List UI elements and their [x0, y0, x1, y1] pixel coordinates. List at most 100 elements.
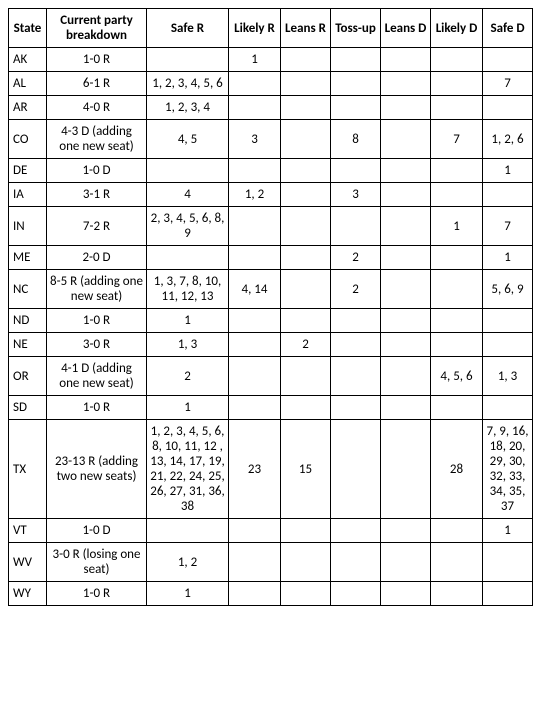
cell-leans_r — [281, 309, 331, 333]
cell-likely_r — [229, 396, 281, 420]
cell-state: CO — [9, 120, 47, 159]
cell-state: DE — [9, 159, 47, 183]
cell-leans_r — [281, 396, 331, 420]
cell-leans_d — [381, 519, 431, 543]
cell-state: ND — [9, 309, 47, 333]
cell-likely_d: 4, 5, 6 — [431, 357, 483, 396]
cell-leans_d — [381, 270, 431, 309]
col-safe-d: Safe D — [483, 9, 533, 48]
cell-breakdown: 3-0 R — [47, 333, 147, 357]
cell-state: AK — [9, 48, 47, 72]
cell-leans_r — [281, 519, 331, 543]
cell-tossup: 2 — [331, 246, 381, 270]
cell-leans_r: 2 — [281, 333, 331, 357]
cell-safe_r: 1, 2, 3, 4 — [147, 96, 229, 120]
cell-breakdown: 4-1 D (adding one new seat) — [47, 357, 147, 396]
cell-likely_r: 3 — [229, 120, 281, 159]
cell-state: WV — [9, 543, 47, 582]
cell-safe_r: 1, 3 — [147, 333, 229, 357]
cell-leans_d — [381, 120, 431, 159]
cell-likely_r: 1, 2 — [229, 183, 281, 207]
cell-state: ME — [9, 246, 47, 270]
cell-leans_d — [381, 357, 431, 396]
cell-likely_d — [431, 183, 483, 207]
table-row: IN7-2 R2, 3, 4, 5, 6, 8, 917 — [9, 207, 533, 246]
cell-safe_d: 5, 6, 9 — [483, 270, 533, 309]
cell-likely_d — [431, 246, 483, 270]
cell-leans_r — [281, 543, 331, 582]
cell-safe_d: 1 — [483, 246, 533, 270]
table-row: AL6-1 R1, 2, 3, 4, 5, 67 — [9, 72, 533, 96]
col-state: State — [9, 9, 47, 48]
table-row: SD1-0 R1 — [9, 396, 533, 420]
cell-likely_r: 4, 14 — [229, 270, 281, 309]
cell-likely_d: 1 — [431, 207, 483, 246]
cell-leans_d — [381, 96, 431, 120]
cell-breakdown: 1-0 R — [47, 396, 147, 420]
cell-state: OR — [9, 357, 47, 396]
cell-likely_d — [431, 396, 483, 420]
cell-safe_d: 1, 2, 6 — [483, 120, 533, 159]
cell-leans_d — [381, 420, 431, 519]
cell-tossup — [331, 333, 381, 357]
cell-safe_r: 1, 2 — [147, 543, 229, 582]
cell-tossup — [331, 72, 381, 96]
cell-leans_d — [381, 396, 431, 420]
cell-safe_d — [483, 96, 533, 120]
cell-tossup — [331, 48, 381, 72]
table-row: OR4-1 D (adding one new seat)24, 5, 61, … — [9, 357, 533, 396]
cell-leans_d — [381, 309, 431, 333]
cell-tossup — [331, 396, 381, 420]
cell-safe_d: 7, 9, 16, 18, 20, 29, 30, 32, 33, 34, 35… — [483, 420, 533, 519]
col-safe-r: Safe R — [147, 9, 229, 48]
cell-breakdown: 3-0 R (losing one seat) — [47, 543, 147, 582]
cell-safe_d — [483, 48, 533, 72]
cell-breakdown: 8-5 R (adding one new seat) — [47, 270, 147, 309]
cell-likely_r: 1 — [229, 48, 281, 72]
cell-breakdown: 23-13 R (adding two new seats) — [47, 420, 147, 519]
cell-leans_d — [381, 246, 431, 270]
cell-likely_r — [229, 543, 281, 582]
cell-breakdown: 1-0 R — [47, 48, 147, 72]
cell-safe_r — [147, 48, 229, 72]
cell-tossup: 8 — [331, 120, 381, 159]
col-leans-r: Leans R — [281, 9, 331, 48]
cell-safe_d — [483, 543, 533, 582]
cell-tossup — [331, 159, 381, 183]
cell-safe_r: 4 — [147, 183, 229, 207]
cell-breakdown: 6-1 R — [47, 72, 147, 96]
cell-leans_r — [281, 48, 331, 72]
cell-likely_r — [229, 246, 281, 270]
cell-safe_d: 1 — [483, 519, 533, 543]
cell-likely_d — [431, 72, 483, 96]
cell-breakdown: 1-0 R — [47, 309, 147, 333]
cell-safe_d: 1 — [483, 159, 533, 183]
cell-state: AR — [9, 96, 47, 120]
cell-safe_r — [147, 519, 229, 543]
cell-likely_d: 7 — [431, 120, 483, 159]
col-tossup: Toss-up — [331, 9, 381, 48]
cell-leans_r — [281, 159, 331, 183]
cell-tossup — [331, 519, 381, 543]
cell-breakdown: 4-3 D (adding one new seat) — [47, 120, 147, 159]
cell-safe_d — [483, 309, 533, 333]
table-row: ME2-0 D21 — [9, 246, 533, 270]
cell-tossup — [331, 420, 381, 519]
table-row: TX23-13 R (adding two new seats)1, 2, 3,… — [9, 420, 533, 519]
cell-safe_r: 2, 3, 4, 5, 6, 8, 9 — [147, 207, 229, 246]
cell-leans_r — [281, 270, 331, 309]
cell-state: SD — [9, 396, 47, 420]
cell-tossup — [331, 543, 381, 582]
cell-likely_r — [229, 519, 281, 543]
table-row: WV3-0 R (losing one seat)1, 2 — [9, 543, 533, 582]
col-likely-r: Likely R — [229, 9, 281, 48]
cell-state: NC — [9, 270, 47, 309]
cell-safe_d — [483, 183, 533, 207]
table-row: CO4-3 D (adding one new seat)4, 53871, 2… — [9, 120, 533, 159]
cell-leans_r — [281, 183, 331, 207]
cell-leans_d — [381, 582, 431, 606]
cell-state: NE — [9, 333, 47, 357]
cell-state: TX — [9, 420, 47, 519]
col-leans-d: Leans D — [381, 9, 431, 48]
cell-likely_d — [431, 48, 483, 72]
